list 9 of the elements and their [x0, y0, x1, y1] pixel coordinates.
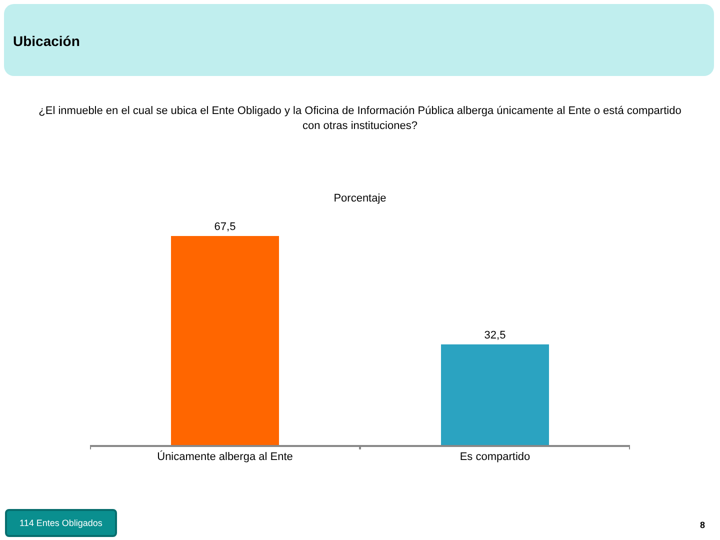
x-tick-label: Únicamente alberga al Ente [157, 450, 293, 464]
text: 8 [700, 520, 706, 530]
x-tick-label: Es compartido [460, 451, 530, 464]
text: 114 Entes Obligados [5, 509, 117, 537]
data-label: 32,5 [484, 329, 506, 342]
chart-title: Ubicación [13, 33, 80, 49]
y-axis-title: Porcentaje [334, 192, 386, 205]
chart-subtitle: ¿El inmueble en el cual se ubica el Ente Obligado y la Oficina de Información Pública alberga únicamente al Ente o está compartido con otras instituciones? [38, 104, 682, 134]
data-label: 67,5 [214, 221, 236, 233]
